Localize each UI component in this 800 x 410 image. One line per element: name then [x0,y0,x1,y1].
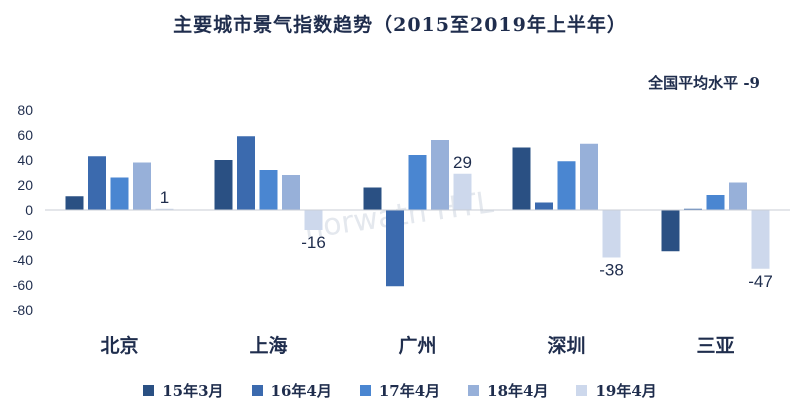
data-label: -16 [301,233,326,252]
data-label: -38 [599,261,624,280]
bar [259,170,278,210]
legend-swatch [143,385,155,396]
bar [729,182,747,210]
y-tick-label: 20 [17,177,33,193]
legend-label: 15年3月 [162,382,224,400]
y-tick-label: 0 [25,202,33,218]
category-label: 深圳 [547,334,585,357]
category-label: 北京 [100,334,138,357]
data-label: 1 [160,188,169,207]
legend-item: 15年3月 [143,380,224,401]
bar [408,155,427,210]
data-label: -47 [748,272,773,291]
bar [535,202,553,210]
legend-swatch [251,385,263,396]
bar [304,210,323,230]
data-label: 29 [453,153,472,172]
bar [88,156,106,210]
y-tick-label: -80 [13,302,33,318]
legend-item: 19年4月 [576,380,657,401]
legend-swatch [359,385,371,396]
bar [512,147,531,210]
legend-label: 19年4月 [595,382,657,400]
category-label: 三亚 [696,335,734,357]
bar [706,195,725,210]
bar [751,210,770,269]
bar [155,208,174,210]
bar [214,160,233,210]
bar [453,173,472,210]
bar [282,175,300,210]
chart-title: 主要城市景气指数趋势（2015至2019年上半年） [173,14,627,36]
y-tick-label: -20 [13,227,33,243]
legend-swatch [576,385,588,396]
national-average-note: 全国平均水平 -9 [648,74,760,92]
bar [110,177,129,210]
bar [684,208,702,210]
legend-swatch [468,385,480,396]
category-label: 上海 [249,334,287,357]
y-tick-label: 80 [17,102,33,118]
legend-item: 17年4月 [359,380,441,401]
bar [557,161,576,210]
bar [661,210,680,252]
y-tick-label: 60 [17,127,33,143]
bar [602,210,621,258]
legend-label: 18年4月 [487,382,549,400]
bar [386,210,404,287]
y-tick-label: -60 [13,277,33,293]
category-label: 广州 [398,334,436,357]
legend-label: 17年4月 [378,382,441,400]
legend: 15年3月 16年4月 17年4月 18年4月 19年4月 [0,380,800,401]
bar [133,162,151,210]
bar [431,140,449,210]
bar [363,187,382,210]
bar [580,143,598,210]
y-tick-label: -40 [13,252,33,268]
bar [237,136,255,210]
legend-label: 16年4月 [270,382,332,400]
legend-item: 16年4月 [251,380,332,401]
legend-item: 18年4月 [468,380,548,401]
bar [65,196,84,210]
y-tick-label: 40 [17,152,33,168]
